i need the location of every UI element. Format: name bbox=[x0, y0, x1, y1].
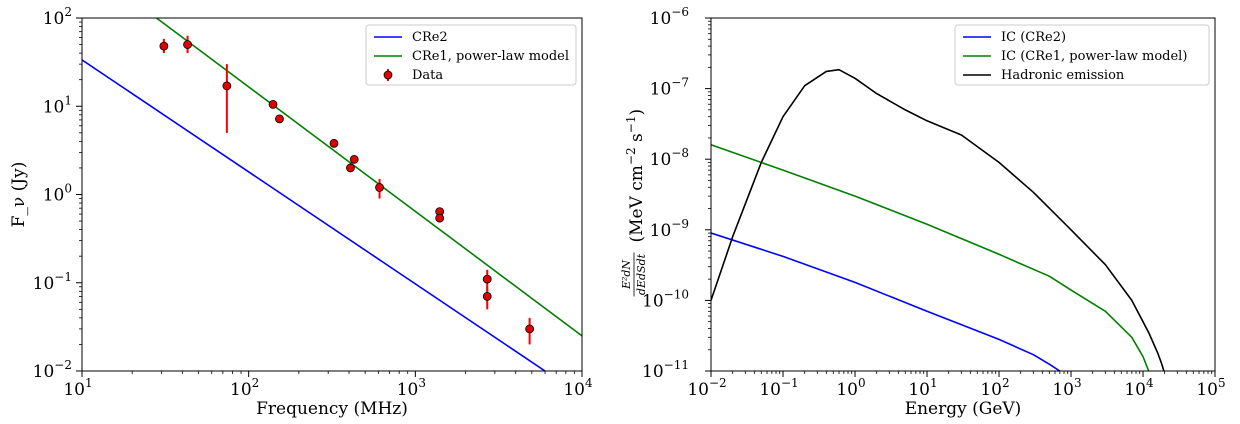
y-tick-label: 10−1 bbox=[33, 270, 72, 294]
y-tick-label: 10−11 bbox=[642, 358, 689, 382]
x-axis-label: Frequency (MHz) bbox=[256, 399, 408, 419]
x-tick-label: 101 bbox=[63, 376, 92, 400]
data-point bbox=[482, 292, 492, 301]
x-axis-label: Energy (GeV) bbox=[905, 399, 1022, 419]
x-tick-label: 10−2 bbox=[687, 376, 726, 400]
x-tick-label: 105 bbox=[1196, 376, 1225, 400]
plot-frame bbox=[710, 17, 1216, 372]
y-axis-label-unit: (MeV cm−2 s−1) bbox=[624, 109, 647, 243]
y-tick-label: 100 bbox=[43, 182, 72, 206]
data-point bbox=[222, 81, 232, 91]
left-chart-radio-spectrum: 101 102 103 104 102 101 100 10−1 10−2 Frequency (… bbox=[9, 5, 593, 419]
legend-label-2: Hadronic emission bbox=[1001, 68, 1125, 83]
legend-box bbox=[954, 24, 1210, 86]
y-axis-label-numerator: E²dN bbox=[620, 260, 633, 290]
series-line-1 bbox=[711, 144, 1150, 371]
x-tick-label: 102 bbox=[980, 376, 1009, 400]
y-tick-label: 10−10 bbox=[642, 287, 689, 311]
y-axis-label-denominator: dEdSdt bbox=[635, 253, 648, 295]
data-point bbox=[375, 183, 384, 192]
data-point bbox=[482, 274, 492, 284]
x-tick-label: 10−1 bbox=[759, 376, 798, 400]
y-axis-label: F_ν (Jy) bbox=[9, 162, 29, 228]
data-point bbox=[268, 99, 278, 109]
legend-label-data: Data bbox=[412, 68, 443, 83]
x-tick-label: 100 bbox=[836, 376, 865, 400]
legend-label-1: CRe1, power-law model bbox=[412, 49, 569, 64]
y-tick-label: 102 bbox=[43, 5, 72, 29]
y-axis-label: E²dN dEdSdt (MeV cm−2 s−1) bbox=[620, 109, 648, 297]
x-tick-label: 103 bbox=[397, 376, 426, 400]
series-line-2 bbox=[711, 68, 1165, 371]
x-tick-label: 104 bbox=[1124, 376, 1154, 400]
x-tick-label: 103 bbox=[1052, 376, 1081, 400]
y-tick-label: 101 bbox=[43, 93, 72, 117]
legend-label-0: IC (CRe2) bbox=[1001, 30, 1066, 45]
data-point bbox=[435, 213, 445, 223]
series-line-0 bbox=[711, 232, 1061, 371]
legend-label-0: CRe2 bbox=[412, 30, 448, 45]
x-tick-label: 102 bbox=[230, 376, 259, 400]
series-line-0 bbox=[82, 59, 546, 371]
data-point bbox=[349, 154, 359, 164]
x-tick-label: 101 bbox=[908, 376, 937, 400]
y-tick-label: 10−7 bbox=[650, 76, 689, 100]
y-tick-label: 10−8 bbox=[650, 146, 689, 170]
right-chart-gamma-spectrum: 10−2 10−1 100 101 102 103 104 105 10−6 10−7 10−8 10… bbox=[620, 5, 1226, 419]
y-tick-label: 10−6 bbox=[650, 5, 689, 29]
data-point bbox=[159, 41, 169, 51]
data-point bbox=[346, 163, 355, 173]
data-point bbox=[329, 138, 339, 148]
y-tick-label: 10−9 bbox=[650, 217, 689, 241]
y-tick-label: 10−2 bbox=[33, 358, 72, 382]
legend-point-marker bbox=[383, 70, 393, 80]
legend-box bbox=[365, 24, 577, 86]
data-point bbox=[275, 114, 284, 124]
data-point bbox=[525, 324, 535, 334]
legend-label-1: IC (CRe1, power-law model) bbox=[1001, 49, 1187, 64]
data-point bbox=[183, 40, 192, 49]
x-tick-label: 104 bbox=[563, 376, 593, 400]
